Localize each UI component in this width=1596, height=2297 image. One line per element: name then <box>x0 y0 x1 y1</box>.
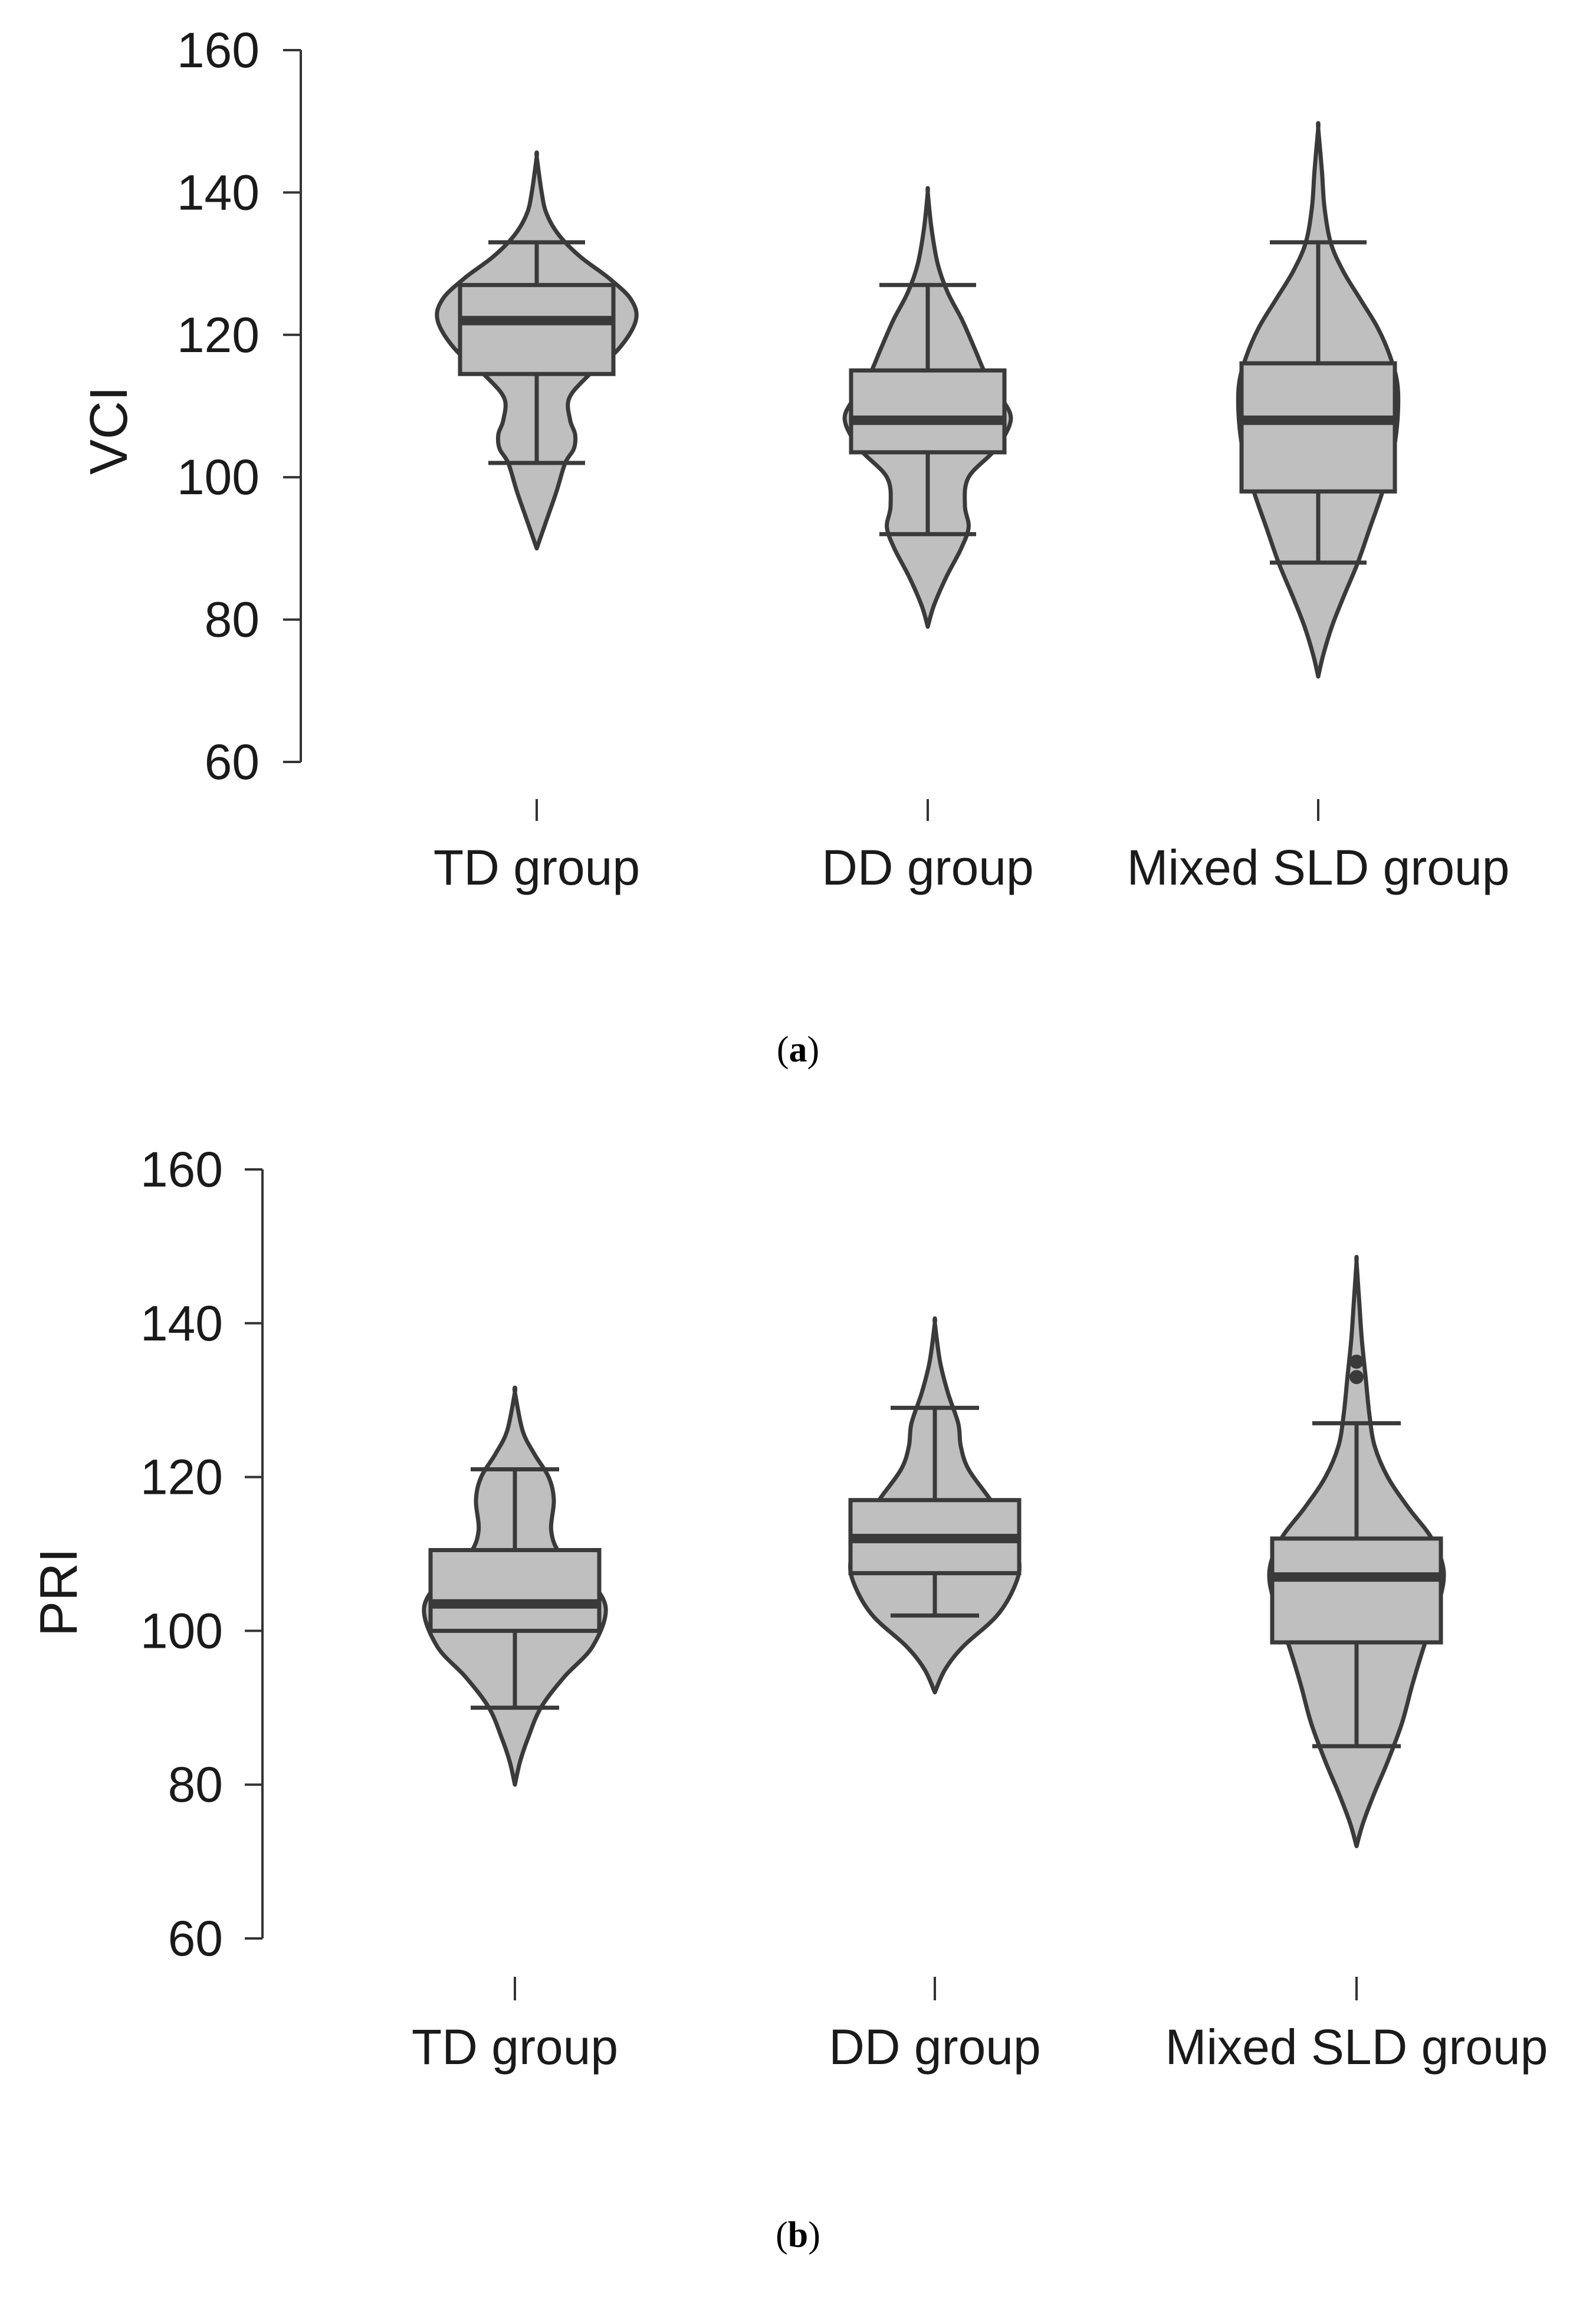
panel-a-dd-group-box <box>849 368 1007 455</box>
panel-a-plot-area: 60 80 100 120 140 160 TD group DD group Mixed SL… <box>177 22 1510 895</box>
panel-a-y-tick-label-140: 140 <box>177 165 260 220</box>
panel-a-label: (a) <box>777 1030 819 1070</box>
panel-b-group-dd-group: DD group <box>829 1316 1041 2075</box>
panel-a-group-td-group: TD group <box>434 150 640 895</box>
panel-a-dd-group-x-tick-label: DD group <box>822 840 1034 895</box>
panel-b-label-letter: b <box>788 2215 808 2255</box>
panel-a-label-letter: a <box>789 1030 807 1070</box>
panel-a-y-tick-label-100: 100 <box>177 449 260 505</box>
panel-a-group-mixed-sld-group: Mixed SLD group <box>1127 121 1510 895</box>
panel-b-group-td-group: TD group <box>412 1385 618 2075</box>
panel-b-td-group-x-tick-label: TD group <box>412 2019 618 2075</box>
panel-a-y-tick-label-60: 60 <box>205 734 260 790</box>
panel-b-group-mixed-sld-group: Mixed SLD group <box>1165 1254 1548 2075</box>
panel-a-mixed-sld-group-x-tick-label: Mixed SLD group <box>1127 840 1510 895</box>
panel-a-y-tick-label-120: 120 <box>177 307 260 363</box>
panel-b-y-axis-label: PRI <box>29 1548 88 1637</box>
panel-a-y-tick-label-80: 80 <box>205 592 260 648</box>
panel-b-mixed-sld-group-box <box>1270 1536 1443 1645</box>
panel-a-group-dd-group: DD group <box>822 186 1034 895</box>
panel-b-mixed-sld-group-x-tick-label: Mixed SLD group <box>1165 2019 1548 2075</box>
panel-a-td-group-box <box>458 282 616 376</box>
panel-b-y-tick-label-140: 140 <box>140 1296 223 1351</box>
panel-b-td-group-box <box>428 1547 602 1633</box>
panel-b-y-tick-label-80: 80 <box>168 1757 223 1812</box>
panel-a-y-axis-label: VCI <box>80 386 139 475</box>
panel-a-mixed-sld-group-box <box>1239 361 1397 494</box>
panel-b-y-tick-label-120: 120 <box>140 1450 223 1505</box>
panel-b-label: (b) <box>776 2215 820 2255</box>
panel-a-td-group-x-tick-label: TD group <box>434 840 640 895</box>
panel-b-y-tick-label-160: 160 <box>140 1142 223 1197</box>
panel-b-dd-group-x-tick-label: DD group <box>829 2019 1041 2075</box>
panel-b-y-tick-label-60: 60 <box>168 1911 223 1966</box>
panel-b-y-tick-label-100: 100 <box>140 1603 223 1658</box>
panel-a-y-tick-label-160: 160 <box>177 22 260 78</box>
panel-a: 60 80 100 120 140 160 TD group DD group Mixed SL… <box>80 22 1510 1070</box>
panel-b-plot-area: 60 80 100 120 140 160 TD group DD group Mixed SL… <box>140 1142 1548 2075</box>
panel-b-mixed-sld-group-outlier-1 <box>1349 1370 1364 1385</box>
panel-b-mixed-sld-group-outlier-2 <box>1349 1355 1364 1369</box>
panel-b: 60 80 100 120 140 160 TD group DD group Mixed SL… <box>29 1142 1548 2255</box>
